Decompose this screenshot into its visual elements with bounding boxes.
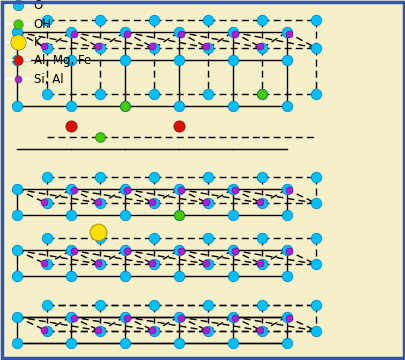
- Legend: O, OH, K, Al, Mg, Fe, Si, Al: O, OH, K, Al, Mg, Fe, Si, Al: [6, 0, 91, 86]
